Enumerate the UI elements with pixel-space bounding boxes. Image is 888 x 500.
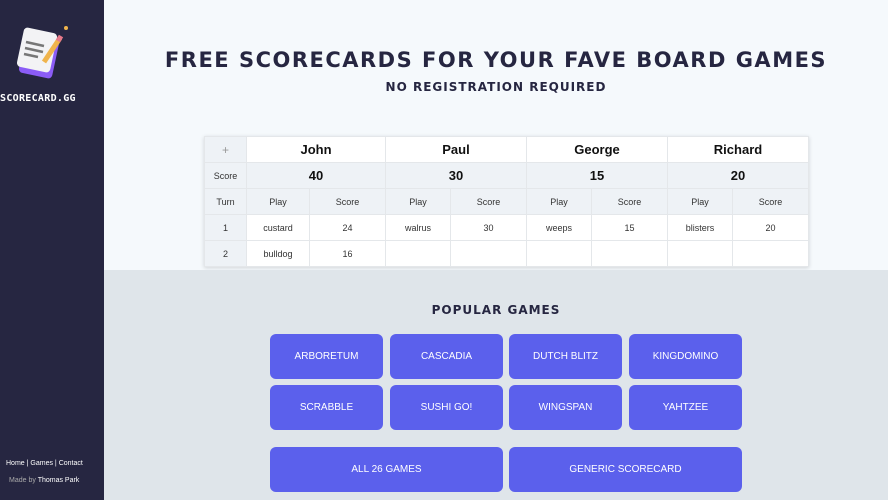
popular-games-title: Popular games xyxy=(431,303,561,317)
player-name[interactable]: George xyxy=(526,136,668,163)
sidebar: SCORECARD.GG Home | Games | Contact Made… xyxy=(0,0,104,500)
play-cell[interactable]: bulldog xyxy=(246,240,310,267)
score-cell[interactable] xyxy=(732,240,809,267)
score-label: Score xyxy=(204,162,247,189)
play-cell[interactable]: custard xyxy=(246,214,310,241)
scorecard-table: + John Paul George Richard Score 40 30 1… xyxy=(204,136,809,267)
play-cell[interactable] xyxy=(667,240,733,267)
score-cell[interactable] xyxy=(450,240,527,267)
player-name[interactable]: Richard xyxy=(667,136,809,163)
score-cell[interactable]: 15 xyxy=(591,214,668,241)
popular-games-panel: Popular games Arboretum Cascadia Dutch B… xyxy=(104,270,888,500)
score-cell[interactable]: 16 xyxy=(309,240,386,267)
table-row: 2 bulldog 16 xyxy=(204,240,809,267)
score-header: Score xyxy=(732,188,809,215)
home-link[interactable]: Home xyxy=(6,460,25,467)
play-cell[interactable]: weeps xyxy=(526,214,592,241)
score-header: Score xyxy=(309,188,386,215)
game-button-dutch-blitz[interactable]: Dutch Blitz xyxy=(509,334,622,379)
play-cell[interactable] xyxy=(385,240,451,267)
game-button-arboretum[interactable]: Arboretum xyxy=(270,334,383,379)
game-button-cascadia[interactable]: Cascadia xyxy=(390,334,503,379)
author-link[interactable]: Thomas Park xyxy=(37,477,80,484)
player-total: 15 xyxy=(526,162,668,189)
player-total: 30 xyxy=(385,162,527,189)
play-header: Play xyxy=(526,188,592,215)
play-cell[interactable]: walrus xyxy=(385,214,451,241)
turn-number: 1 xyxy=(204,214,247,241)
made-by: Made by Thomas Park xyxy=(9,477,79,484)
footer-links: Home | Games | Contact xyxy=(6,460,83,467)
player-name[interactable]: Paul xyxy=(385,136,527,163)
made-by-label: Made by xyxy=(9,477,36,484)
table-row: 1 custard 24 walrus 30 weeps 15 blisters 20 xyxy=(204,214,809,241)
turn-header: Turn xyxy=(204,188,247,215)
all-games-button[interactable]: All 26 games xyxy=(270,447,503,492)
score-cell[interactable]: 30 xyxy=(450,214,527,241)
turn-number: 2 xyxy=(204,240,247,267)
play-cell[interactable]: blisters xyxy=(667,214,733,241)
play-cell[interactable] xyxy=(526,240,592,267)
play-header: Play xyxy=(246,188,310,215)
game-button-yahtzee[interactable]: Yahtzee xyxy=(629,385,742,430)
score-cell[interactable]: 24 xyxy=(309,214,386,241)
play-header: Play xyxy=(667,188,733,215)
play-header: Play xyxy=(385,188,451,215)
game-button-scrabble[interactable]: Scrabble xyxy=(270,385,383,430)
contact-link[interactable]: Contact xyxy=(58,460,83,467)
score-header: Score xyxy=(450,188,527,215)
score-cell[interactable] xyxy=(591,240,668,267)
score-header: Score xyxy=(591,188,668,215)
notepad-pencil-logo-icon[interactable] xyxy=(14,22,72,80)
player-name[interactable]: John xyxy=(246,136,386,163)
generic-scorecard-button[interactable]: Generic scorecard xyxy=(509,447,742,492)
game-button-kingdomino[interactable]: Kingdomino xyxy=(629,334,742,379)
game-button-sushi-go[interactable]: Sushi Go! xyxy=(390,385,503,430)
player-total: 20 xyxy=(667,162,809,189)
player-total: 40 xyxy=(246,162,386,189)
score-cell[interactable]: 20 xyxy=(732,214,809,241)
brand-name: SCORECARD.GG xyxy=(0,93,76,104)
page-title: Free scorecards for your fave board game… xyxy=(164,48,828,72)
game-button-wingspan[interactable]: Wingspan xyxy=(509,385,622,430)
games-link[interactable]: Games xyxy=(30,460,53,467)
page-subtitle: No registration required xyxy=(385,80,607,94)
add-player-button[interactable]: + xyxy=(204,136,247,163)
